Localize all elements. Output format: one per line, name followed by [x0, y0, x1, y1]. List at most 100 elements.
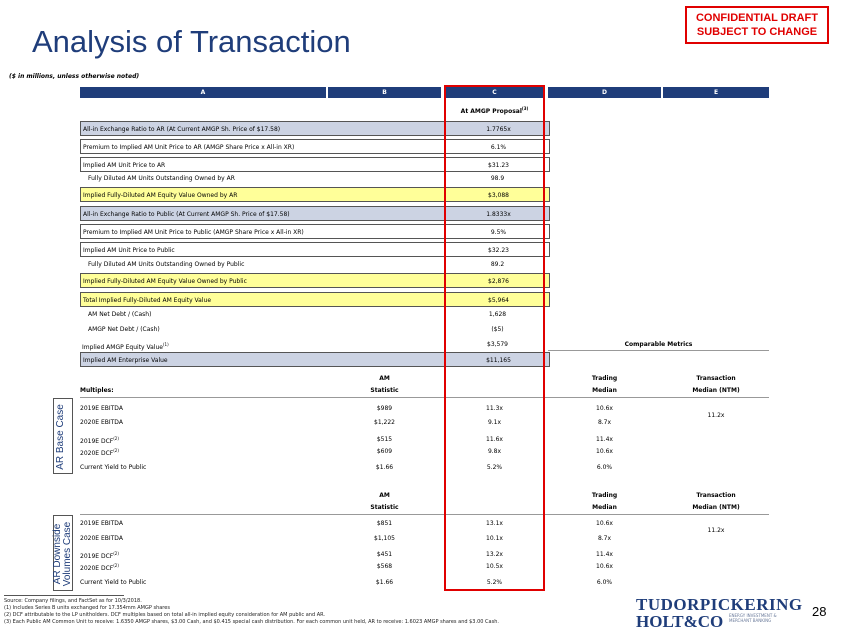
- base-trading: 8.7x: [597, 419, 612, 426]
- downside-multiple: 10.1x: [486, 535, 503, 542]
- badge-line-2: SUBJECT TO CHANGE: [696, 25, 818, 38]
- divider: [80, 397, 769, 398]
- base-trading: 10.6x: [596, 448, 613, 455]
- table-row: Implied AM Unit Price to AR $31.23: [80, 157, 550, 172]
- downside-case-box: AR Downside Volumes Case: [52, 515, 73, 591]
- table-row: All-in Exchange Ratio to AR (At Current …: [80, 121, 550, 136]
- column-header-d: D: [548, 87, 661, 98]
- row-value: $2,876: [488, 278, 509, 285]
- page-title: Analysis of Transaction: [32, 24, 351, 59]
- base-trading: 6.0%: [596, 464, 613, 471]
- footnote-3: (3) Each Public AM Common Unit to receiv…: [4, 619, 499, 625]
- downside-case-label: AR Downside Volumes Case: [52, 521, 73, 587]
- base-case-box: AR Base Case: [53, 398, 73, 474]
- base-multiple: 9.8x: [487, 448, 502, 455]
- base-trading: 11.4x: [596, 436, 613, 443]
- base-multiple: 11.6x: [486, 436, 503, 443]
- statistic-header: Statistic: [370, 387, 399, 394]
- downside-am-value: $851: [376, 520, 393, 527]
- footnote-divider: [4, 595, 124, 596]
- base-am-value: $515: [376, 436, 393, 443]
- divider: [80, 514, 769, 515]
- footnote-1: (1) Includes Series B units exchanged fo…: [4, 605, 170, 611]
- table-row: Implied AMGP Equity Value(1) $3,579: [80, 337, 550, 352]
- row-label: AMGP Net Debt / (Cash): [88, 326, 160, 333]
- company-logo-line-1: TUDORPICKERING: [636, 595, 803, 614]
- comparable-metrics-heading: Comparable Metrics: [624, 341, 693, 348]
- row-value: $3,088: [488, 192, 509, 199]
- row-label: Premium to Implied AM Unit Price to AR (…: [83, 144, 295, 151]
- table-row: Implied Fully-Diluted AM Equity Value Ow…: [80, 187, 550, 202]
- row-value: 6.1%: [490, 144, 507, 151]
- downside-trading: 6.0%: [596, 579, 613, 586]
- row-label: Implied AM Unit Price to Public: [83, 247, 175, 254]
- table-row: All-in Exchange Ratio to Public (At Curr…: [80, 206, 550, 221]
- confidential-badge: CONFIDENTIAL DRAFT SUBJECT TO CHANGE: [685, 6, 829, 44]
- column-header-b: B: [328, 87, 441, 98]
- table-row: Implied AM Enterprise Value $11,165: [80, 352, 550, 367]
- row-label: Implied AMGP Equity Value(1): [82, 342, 169, 351]
- downside-row-label: 2019E EBITDA: [80, 520, 123, 527]
- proposal-header: At AMGP Proposal(3): [460, 106, 529, 115]
- row-value: ($5): [491, 326, 504, 333]
- row-value: 89.2: [490, 261, 505, 268]
- statistic-header: Statistic: [370, 504, 399, 511]
- downside-row-label: 2020E EBITDA: [80, 535, 123, 542]
- row-value: 1.8333x: [486, 211, 511, 218]
- row-value: 1.7765x: [486, 126, 511, 133]
- am-header: AM: [379, 492, 390, 499]
- multiples-label: Multiples:: [80, 387, 114, 394]
- downside-am-value: $1,105: [374, 535, 395, 542]
- footnote-source: Source: Company filings, and FactSet as …: [4, 598, 142, 604]
- downside-am-value: $568: [376, 563, 393, 570]
- downside-row-label: 2020E DCF(2): [80, 563, 119, 572]
- downside-multiple: 13.2x: [486, 551, 503, 558]
- column-header-c: C: [444, 87, 545, 98]
- table-row: Total Implied Fully-Diluted AM Equity Va…: [80, 292, 550, 307]
- row-label: AM Net Debt / (Cash): [88, 311, 152, 318]
- base-am-value: $1.66: [375, 464, 394, 471]
- row-label: Fully Diluted AM Units Outstanding Owned…: [88, 261, 245, 268]
- table-row: Implied Fully-Diluted AM Equity Value Ow…: [80, 273, 550, 288]
- row-label: Total Implied Fully-Diluted AM Equity Va…: [83, 297, 212, 304]
- downside-trading: 10.6x: [596, 520, 613, 527]
- trading-median-header: Median: [592, 504, 617, 511]
- transaction-median-header: Median (NTM): [692, 387, 740, 394]
- row-value: $5,964: [488, 297, 509, 304]
- downside-row-label: 2019E DCF(2): [80, 551, 119, 560]
- row-label: Implied Fully-Diluted AM Equity Value Ow…: [83, 278, 247, 285]
- base-am-value: $989: [376, 405, 393, 412]
- base-row-label: 2020E EBITDA: [80, 419, 123, 426]
- column-header-a: A: [80, 87, 326, 98]
- base-multiple: 11.3x: [486, 405, 503, 412]
- base-row-label: 2019E DCF(2): [80, 436, 119, 445]
- base-transaction: 11.2x: [707, 412, 725, 419]
- downside-trading: 8.7x: [597, 535, 612, 542]
- row-label: Implied AM Enterprise Value: [83, 357, 168, 364]
- downside-row-label: Current Yield to Public: [80, 579, 147, 586]
- trading-header: Trading: [591, 492, 618, 499]
- base-multiple: 5.2%: [486, 464, 503, 471]
- units-note: ($ in millions, unless otherwise noted): [9, 73, 140, 80]
- row-label: All-in Exchange Ratio to AR (At Current …: [83, 126, 281, 133]
- transaction-median-header: Median (NTM): [692, 504, 740, 511]
- column-header-e: E: [663, 87, 769, 98]
- table-row: Premium to Implied AM Unit Price to AR (…: [80, 139, 550, 154]
- badge-line-1: CONFIDENTIAL DRAFT: [695, 12, 818, 24]
- row-label: Implied AM Unit Price to AR: [83, 162, 166, 169]
- downside-multiple: 5.2%: [486, 579, 503, 586]
- base-trading: 10.6x: [596, 405, 613, 412]
- trading-median-header: Median: [592, 387, 617, 394]
- base-am-value: $609: [376, 448, 393, 455]
- table-row: AM Net Debt / (Cash) 1,628: [80, 307, 550, 322]
- trading-header: Trading: [591, 375, 618, 382]
- company-logo-tagline: ENERGY INVESTMENT & MERCHANT BANKING: [729, 613, 777, 623]
- row-label: Implied Fully-Diluted AM Equity Value Ow…: [83, 192, 238, 199]
- row-label: All-in Exchange Ratio to Public (At Curr…: [83, 211, 290, 218]
- row-label: Fully Diluted AM Units Outstanding Owned…: [88, 175, 235, 182]
- row-value: $32.23: [488, 247, 509, 254]
- downside-am-value: $451: [376, 551, 393, 558]
- row-value: 1,628: [488, 311, 507, 318]
- page-number: 28: [812, 604, 827, 619]
- downside-multiple: 13.1x: [486, 520, 503, 527]
